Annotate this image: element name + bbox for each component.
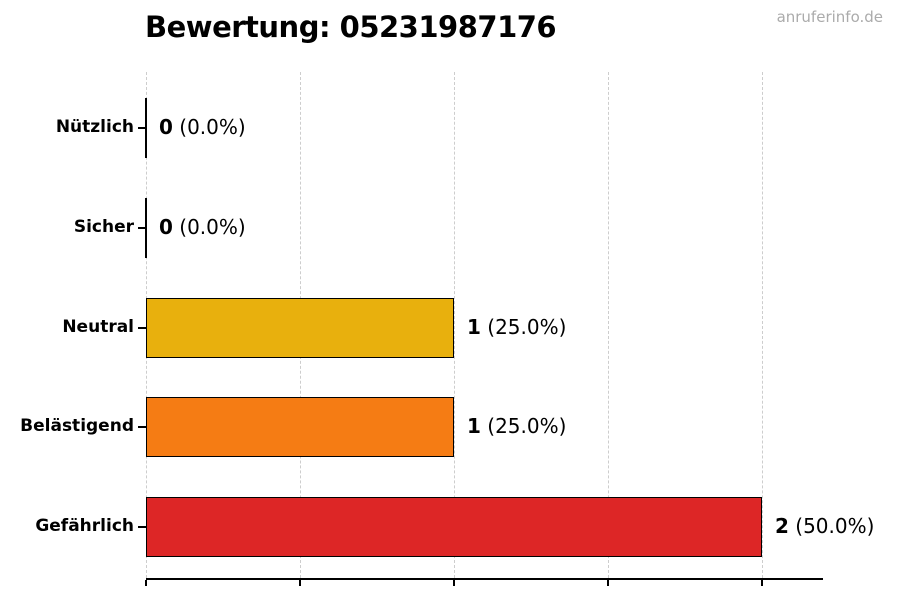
category-label: Nützlich [55,117,134,137]
y-axis-tick [138,326,146,329]
value-label: 1 (25.0%) [467,315,566,339]
gridline [762,72,763,578]
category-label: Gefährlich [35,516,134,536]
value-percent: (0.0%) [172,115,246,139]
x-axis [146,578,823,580]
value-label: 2 (50.0%) [775,514,874,538]
y-axis-tick [138,426,146,429]
bar [146,497,762,557]
value-count: 1 [467,314,481,339]
bar [146,397,454,458]
bar [146,297,454,358]
gridline [454,72,455,578]
y-axis-tick [138,127,146,129]
bar [145,98,147,158]
gridline [608,72,609,578]
x-axis-tick [299,580,301,586]
value-label: 0 (0.0%) [159,215,246,239]
value-label: 0 (0.0%) [159,115,246,139]
x-axis-tick [453,580,455,586]
category-label: Sicher [73,216,134,237]
value-count: 2 [775,514,789,538]
value-count: 1 [467,414,481,439]
category-label: Neutral [62,316,134,337]
value-percent: (50.0%) [788,514,875,538]
x-axis-tick [145,580,147,586]
x-axis-tick [607,580,609,586]
value-count: 0 [159,115,173,139]
value-percent: (25.0%) [480,414,567,439]
bar [145,197,147,258]
chart-title: Bewertung: 05231987176 [145,10,557,44]
value-count: 0 [159,214,173,239]
value-percent: (0.0%) [172,214,246,239]
category-label: Belästigend [20,416,134,437]
value-percent: (25.0%) [480,314,567,339]
watermark-text: anruferinfo.de [776,8,883,26]
x-axis-tick [761,580,763,586]
y-axis-tick [138,226,146,229]
value-label: 1 (25.0%) [467,414,566,438]
y-axis-tick [138,526,146,528]
